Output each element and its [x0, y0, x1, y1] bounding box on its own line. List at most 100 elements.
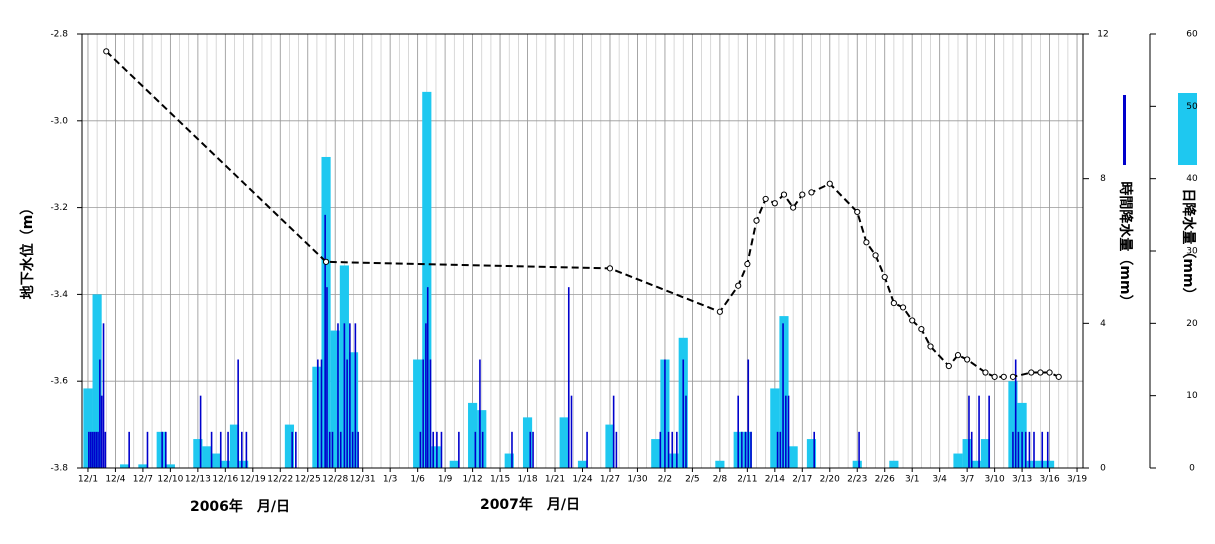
hourly-rain-bar [295, 431, 297, 468]
groundwater-point [982, 369, 989, 376]
daily-rain-bar [742, 431, 752, 468]
groundwater-point [954, 352, 962, 359]
hourly-rain-bar [659, 431, 662, 468]
groundwater-point [909, 317, 916, 324]
hourly-rain-bar [245, 431, 248, 468]
x-tick-label: 1/18 [517, 475, 537, 485]
hourly-rain-bar [511, 431, 513, 468]
groundwater-line [105, 50, 1060, 378]
daily-rain-bar [92, 294, 102, 468]
legend-label-daily: 日降水量（mm） [1180, 188, 1197, 301]
hourly-rain-bar [970, 431, 973, 468]
hourly-rain-bar [95, 431, 97, 468]
groundwater-point [790, 204, 797, 211]
legend-swatch-hourly [1123, 95, 1126, 165]
hourly-rain-bar [354, 323, 357, 468]
x-tick-label: 2/8 [713, 475, 728, 485]
daily-rain-bar [852, 460, 862, 468]
x-tick-label: 3/19 [1067, 475, 1087, 485]
hourly-rain-bar [91, 431, 94, 468]
daily-rain-bar [962, 439, 972, 468]
groundwater-point [799, 191, 806, 198]
x-tick-label: 12/16 [212, 475, 238, 485]
groundwater-point [872, 252, 879, 259]
hourly-rain-bar [458, 431, 460, 468]
hourly-rain-bar [320, 359, 323, 468]
hourly-rain-bar [349, 323, 351, 468]
daily-rain-bar [559, 417, 569, 468]
hourly-rain-bar [164, 431, 167, 468]
hourly-rain-bar [570, 395, 573, 468]
hourly-rain-bar [440, 431, 443, 468]
daily-rain-bar [1035, 460, 1045, 468]
daily-rain-bar [312, 366, 322, 468]
y3-tick-label: 20 [1186, 319, 1198, 329]
daily-rain-bar [788, 446, 798, 468]
hourly-rain-bar [419, 431, 422, 468]
x-tick-label: 1/21 [545, 475, 565, 485]
hourly-rain-bar [776, 431, 779, 468]
y2-tick-label: 8 [1100, 174, 1106, 184]
daily-rain-bar [156, 431, 166, 468]
y3-tick-label: 10 [1186, 391, 1198, 401]
x-tick-label: 12/19 [240, 475, 266, 485]
x-tick-label: 2/2 [658, 475, 672, 485]
groundwater-point [927, 343, 934, 350]
hourly-rain-bar [324, 214, 326, 468]
hourly-rain-bar [343, 323, 346, 468]
daily-rain-bar [229, 424, 240, 468]
groundwater-point [1055, 373, 1062, 380]
hourly-rain-bar [785, 395, 787, 468]
daily-rain-bar [715, 460, 725, 468]
groundwater-point [1028, 369, 1035, 376]
groundwater-point [753, 217, 760, 224]
daily-rain-bar [348, 352, 359, 468]
daily-rain-bar [413, 359, 423, 468]
daily-rain-bar [468, 402, 478, 468]
x-tick-label: 2/17 [792, 475, 812, 485]
groundwater-point [945, 362, 952, 370]
daily-rain-bar [770, 388, 780, 468]
x-tick-label: 1/30 [627, 475, 647, 485]
hourly-rain-bar [782, 323, 784, 468]
y2-tick-label: 0 [1100, 464, 1106, 474]
daily-rain-bar [202, 446, 212, 468]
groundwater-point [322, 258, 330, 265]
daily-rain-bar [605, 424, 615, 468]
daily-rain-bar [83, 388, 93, 468]
x-tick-label: 12/28 [322, 475, 348, 485]
groundwater-point [744, 260, 751, 268]
groundwater-point [890, 299, 897, 307]
x-tick-label: 1/15 [490, 475, 510, 485]
daily-rain-bar [779, 316, 789, 468]
x-tick-label: 12/7 [133, 475, 153, 485]
daily-rain-bar [239, 460, 249, 468]
hourly-rain-bar [744, 431, 747, 468]
hourly-rain-bar [337, 323, 339, 468]
hourly-rain-bar [988, 395, 990, 468]
y2-tick-label: 4 [1100, 319, 1106, 329]
x-tick-label: 12/1 [78, 475, 98, 485]
groundwater-point [103, 48, 110, 55]
hourly-rain-bar [1021, 431, 1023, 468]
legend-label-hourly: 時間降水量（mm） [1117, 181, 1134, 308]
x-axis-label: 2007年 月/日 [480, 496, 580, 513]
groundwater-point [899, 304, 907, 311]
hourly-rain-bar [671, 431, 674, 468]
hourly-rain-bar [210, 431, 213, 468]
daily-rain-bar [321, 156, 331, 468]
groundwater-point [716, 308, 723, 315]
x-tick-label: 12/10 [157, 475, 183, 485]
hourly-rain-bar [89, 431, 92, 468]
daily-rain-bar [1044, 460, 1055, 468]
y2-tick-label: 12 [1097, 30, 1108, 40]
hourly-rain-bar [1014, 359, 1017, 468]
daily-rain-bar [806, 439, 817, 468]
x-tick-label: 1/24 [572, 475, 592, 485]
daily-rain-bar [504, 453, 514, 468]
daily-rain-bar [449, 460, 459, 468]
daily-rain-bar [165, 464, 175, 468]
hourly-rain-bar [241, 431, 243, 468]
daily-rain-bar [220, 460, 230, 468]
hourly-rain-bar [479, 359, 481, 468]
